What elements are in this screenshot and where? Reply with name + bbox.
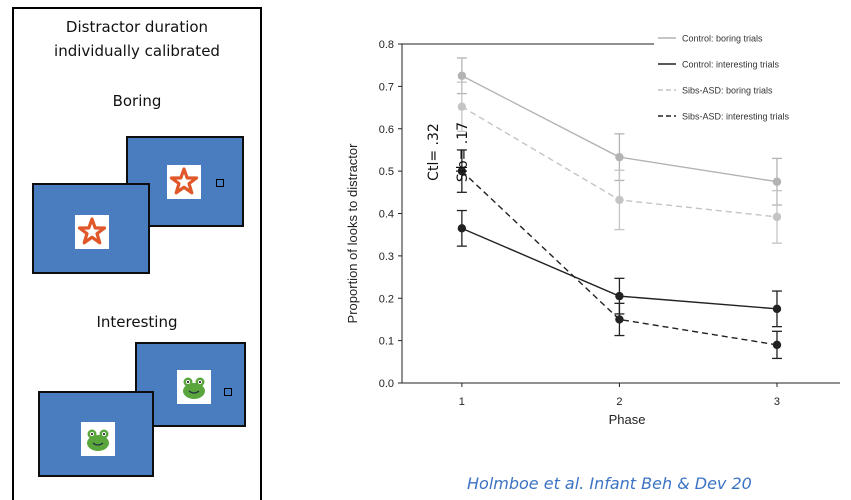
star-icon bbox=[77, 217, 107, 245]
interesting-label: Interesting bbox=[96, 313, 178, 331]
data-point bbox=[457, 166, 467, 176]
y-tick-label: 0.4 bbox=[379, 209, 394, 221]
legend-label: Control: interesting trials bbox=[682, 60, 780, 70]
calibration-square bbox=[216, 179, 224, 187]
y-tick-label: 0.8 bbox=[379, 39, 394, 51]
star-icon bbox=[169, 167, 199, 195]
y-tick-label: 0.0 bbox=[379, 378, 394, 390]
data-point bbox=[772, 340, 782, 350]
series-line bbox=[461, 170, 778, 346]
chart-axes: 0.0 0.1 0.2 0.3 0.4 0.5 0.6 0.7 0.8 1 2 3 bbox=[379, 39, 840, 408]
panel-title-line1: Distractor duration bbox=[65, 18, 209, 36]
boring-screen-front bbox=[32, 183, 150, 274]
x-axis-title: Phase bbox=[609, 412, 646, 427]
y-tick-label: 0.3 bbox=[379, 251, 394, 263]
x-tick-label: 3 bbox=[774, 396, 780, 408]
legend-label: Sibs-ASD: interesting trials bbox=[682, 112, 790, 122]
x-tick-label: 1 bbox=[459, 396, 465, 408]
interesting-screen-back bbox=[135, 342, 246, 427]
data-point bbox=[772, 212, 782, 222]
chart-legend: Control: boring trials Control: interesti… bbox=[658, 34, 790, 122]
distractor-looks-chart: 0.0 0.1 0.2 0.3 0.4 0.5 0.6 0.7 0.8 1 2 3 Control: … bbox=[345, 34, 840, 427]
boring-label: Boring bbox=[112, 92, 162, 110]
x-tick-label: 2 bbox=[616, 396, 622, 408]
frog-icon bbox=[183, 377, 205, 399]
data-point bbox=[615, 315, 624, 324]
panel-title-line2: individually calibrated bbox=[54, 42, 220, 60]
interesting-screen-front bbox=[38, 391, 154, 477]
legend-label: Control: boring trials bbox=[682, 34, 763, 44]
data-point bbox=[615, 195, 624, 205]
y-tick-label: 0.5 bbox=[379, 166, 394, 178]
y-tick-label: 0.7 bbox=[379, 81, 394, 93]
data-point bbox=[615, 291, 624, 301]
data-point bbox=[457, 71, 467, 80]
star-stimulus bbox=[167, 165, 201, 199]
chart-series bbox=[456, 57, 782, 360]
frog-stimulus bbox=[177, 370, 211, 404]
citation: Holmboe et al. Infant Beh & Dev 20 bbox=[467, 474, 752, 493]
data-point bbox=[615, 152, 624, 162]
data-point bbox=[772, 177, 782, 186]
star-stimulus bbox=[75, 215, 109, 249]
y-tick-label: 0.6 bbox=[379, 124, 394, 136]
y-tick-label: 0.2 bbox=[379, 293, 394, 305]
annotation-ctl: Ctl= .32 bbox=[426, 123, 442, 181]
data-point bbox=[457, 102, 467, 111]
data-point bbox=[457, 224, 467, 233]
y-tick-label: 0.1 bbox=[379, 336, 394, 348]
data-point bbox=[772, 304, 782, 314]
stimulus-panel: Distractor duration individually calibra… bbox=[12, 7, 262, 500]
y-axis-title: Proportion of looks to distractor bbox=[345, 143, 360, 324]
calibration-square bbox=[224, 388, 232, 396]
frog-icon bbox=[87, 429, 109, 451]
annotation-sib: Sib= .17 bbox=[455, 122, 471, 182]
frog-stimulus bbox=[81, 422, 115, 456]
legend-label: Sibs-ASD: boring trials bbox=[682, 86, 773, 96]
